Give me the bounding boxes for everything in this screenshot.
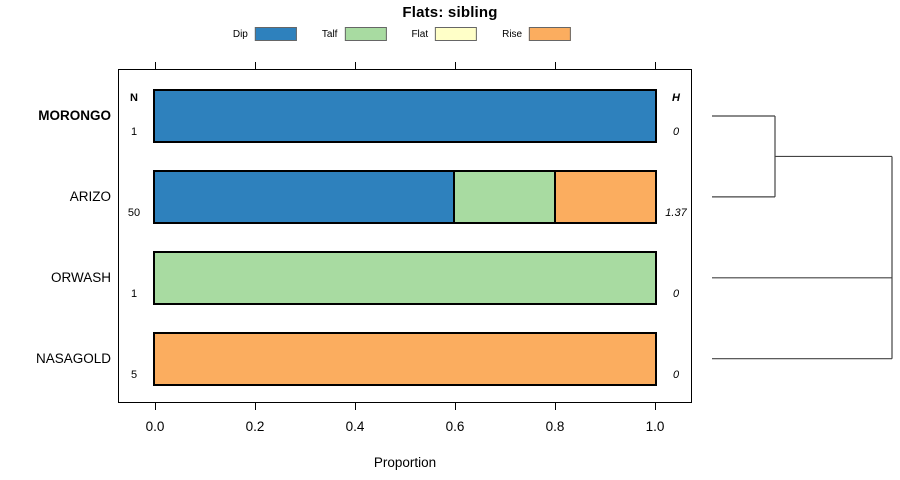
bottom-tick xyxy=(554,403,556,410)
bottom-tick xyxy=(154,403,156,410)
stacked-bar-morongo xyxy=(153,89,657,143)
x-tick-label: 0.6 xyxy=(445,419,465,434)
top-tick xyxy=(154,62,156,69)
legend-swatch-talf xyxy=(344,27,387,41)
legend-label: Dip xyxy=(232,28,248,40)
x-tick-label: 0.0 xyxy=(145,419,165,434)
x-tick-label: 0.8 xyxy=(545,419,565,434)
legend-label: Talf xyxy=(321,28,338,40)
h-column-header: H xyxy=(672,92,680,104)
n-column-header: N xyxy=(130,92,138,104)
bar-segment-rise xyxy=(553,171,655,222)
legend: Dip Talf Flat Rise xyxy=(233,27,572,41)
legend-item-dip: Dip xyxy=(233,27,297,41)
n-value: 1 xyxy=(130,287,138,300)
bar-segment-dip xyxy=(155,91,655,141)
legend-swatch-flat xyxy=(435,27,478,41)
top-tick xyxy=(554,62,556,69)
x-axis-title: Proportion xyxy=(373,455,437,470)
x-tick-label: 0.2 xyxy=(245,419,265,434)
row-label-orwash: ORWASH xyxy=(50,269,111,285)
n-value: 1 xyxy=(130,126,138,138)
top-tick xyxy=(454,62,456,69)
bottom-tick xyxy=(354,403,356,410)
x-tick-label: 0.4 xyxy=(345,419,365,434)
x-tick-label: 1.0 xyxy=(645,419,665,434)
h-value: 1.37 xyxy=(665,206,687,219)
stacked-bar-nasagold xyxy=(153,331,657,386)
stacked-bar-orwash xyxy=(153,250,657,305)
row-label-nasagold: NASAGOLD xyxy=(35,350,111,366)
row-label-morongo: MORONGO xyxy=(38,108,111,123)
bottom-tick xyxy=(254,403,256,410)
chart-title: Flats: sibling xyxy=(402,4,498,21)
n-value: 5 xyxy=(130,368,138,381)
bottom-tick xyxy=(454,403,456,410)
legend-swatch-dip xyxy=(254,27,297,41)
stacked-bar-arizo xyxy=(153,169,657,224)
legend-item-talf: Talf xyxy=(322,27,387,41)
bar-segment-talf xyxy=(452,171,554,222)
bottom-tick xyxy=(654,403,656,410)
top-tick xyxy=(654,62,656,69)
h-value: 0 xyxy=(672,126,680,138)
legend-swatch-rise xyxy=(529,27,572,41)
legend-item-rise: Rise xyxy=(502,27,572,41)
top-tick xyxy=(354,62,356,69)
bar-segment-rise xyxy=(155,333,655,384)
row-label-arizo: ARIZO xyxy=(69,188,111,204)
bar-segment-talf xyxy=(155,252,655,303)
top-tick xyxy=(254,62,256,69)
legend-label: Rise xyxy=(502,28,523,40)
h-value: 0 xyxy=(672,287,680,300)
h-value: 0 xyxy=(672,368,680,381)
legend-label: Flat xyxy=(411,28,429,40)
bar-segment-dip xyxy=(155,171,453,222)
legend-item-flat: Flat xyxy=(411,27,478,41)
n-value: 50 xyxy=(127,206,141,219)
